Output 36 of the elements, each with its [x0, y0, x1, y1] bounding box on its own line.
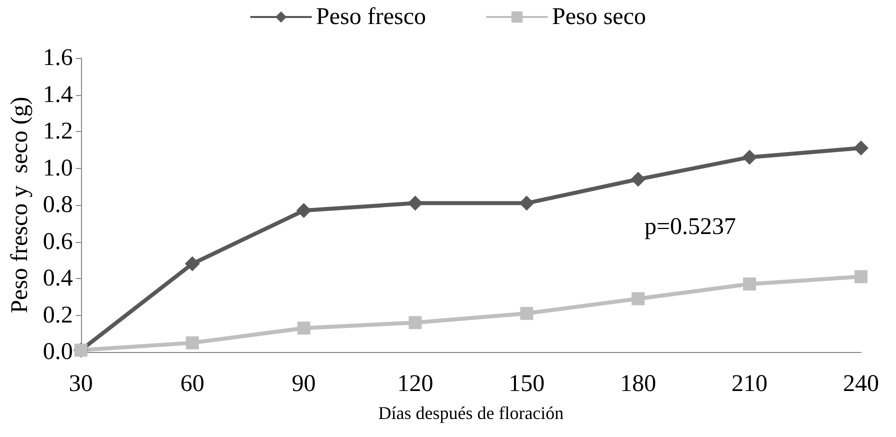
- point: [854, 270, 868, 284]
- point: [297, 322, 310, 335]
- x-axis-title: Días después de floración: [378, 403, 564, 423]
- point: [408, 316, 422, 330]
- point: [632, 292, 645, 306]
- y-tick-label: 0.0: [42, 339, 73, 365]
- x-tick-label: 240: [843, 371, 879, 397]
- point: [743, 278, 756, 291]
- annotation: p=0.5237: [644, 214, 736, 240]
- y-tick-label: 0.4: [42, 266, 73, 292]
- legend-label: Peso seco: [552, 4, 646, 30]
- y-tick-label: 0.2: [42, 302, 73, 328]
- point: [520, 306, 534, 320]
- point: [519, 196, 534, 211]
- point: [630, 172, 646, 187]
- y-tick-label: 1.6: [42, 45, 73, 71]
- point: [742, 150, 758, 165]
- x-tick-label: 90: [292, 371, 316, 397]
- point: [408, 196, 423, 211]
- legend-label: Peso fresco: [316, 4, 426, 30]
- y-tick-label: 1.0: [42, 155, 73, 182]
- point: [186, 336, 199, 350]
- point: [854, 140, 868, 156]
- x-tick-label: 120: [397, 371, 434, 397]
- y-tick-label: 0.6: [42, 228, 73, 255]
- y-tick-label: 1.2: [42, 118, 73, 144]
- point: [296, 203, 312, 218]
- x-tick-label: 60: [180, 371, 204, 397]
- x-tick-label: 180: [620, 371, 656, 397]
- x-tick-label: 30: [68, 371, 93, 397]
- x-tick-label: 150: [508, 371, 545, 397]
- y-tick-label: 1.4: [42, 82, 73, 108]
- y-axis-title: Peso fresco y seco (g): [7, 96, 33, 314]
- x-tick-label: 210: [732, 371, 768, 397]
- y-tick-label: 0.8: [42, 192, 73, 218]
- point: [184, 256, 200, 272]
